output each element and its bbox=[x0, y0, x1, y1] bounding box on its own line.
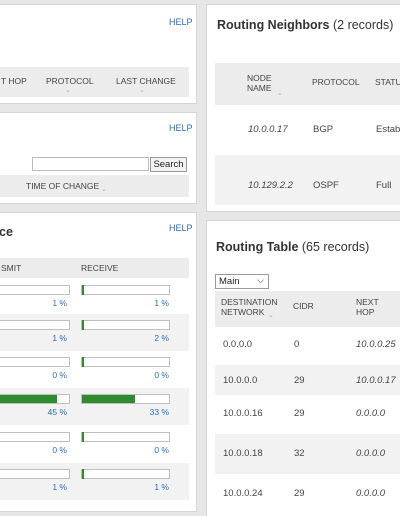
table-header: TIME OF CHANGE ⌄ bbox=[0, 175, 189, 197]
receive-bar-fill bbox=[82, 320, 84, 330]
routes-panel: HELP T HOP PROTOCOL ⌄ LAST CHANGE ⌄ bbox=[0, 4, 197, 104]
table-row-alt bbox=[215, 155, 400, 205]
changes-panel: HELP Search TIME OF CHANGE ⌄ bbox=[0, 112, 197, 204]
transmit-bar bbox=[0, 432, 70, 442]
transmit-percent: 45 % bbox=[47, 407, 67, 417]
chevron-down-icon: ⌵ bbox=[257, 275, 264, 285]
transmit-percent: 1 % bbox=[52, 298, 67, 308]
route-next-hop: 0.0.0.0 bbox=[356, 488, 386, 499]
table-select[interactable]: Main ⌵ bbox=[215, 274, 269, 289]
neighbor-status: Estab bbox=[376, 124, 400, 135]
utilization-panel: ce HELP SMIT RECEIVE 1 % 1 % 1 % 2 % 0 % 0 % 4… bbox=[0, 212, 197, 512]
panel-title: Routing Table (65 records) bbox=[216, 240, 370, 254]
receive-bar-fill bbox=[82, 469, 84, 479]
column-header-cidr[interactable]: CIDR bbox=[293, 301, 314, 311]
route-cidr: 32 bbox=[294, 448, 305, 459]
table-header: T HOP PROTOCOL ⌄ LAST CHANGE ⌄ bbox=[0, 67, 189, 97]
column-header-receive[interactable]: RECEIVE bbox=[81, 263, 119, 273]
receive-percent: 0 % bbox=[154, 370, 169, 380]
receive-percent: 2 % bbox=[154, 333, 169, 343]
search-button[interactable]: Search bbox=[150, 157, 187, 172]
receive-percent: 1 % bbox=[154, 482, 169, 492]
table-header: NODE NAME ⌄ PROTOCOL STATU bbox=[215, 63, 400, 105]
panel-title: Routing Neighbors (2 records) bbox=[217, 18, 394, 32]
help-link[interactable]: HELP bbox=[169, 123, 193, 133]
table-row-alt bbox=[215, 365, 400, 395]
routing-table-panel: Routing Table (65 records) Main ⌵ DESTIN… bbox=[206, 220, 400, 516]
route-destination: 10.0.0.24 bbox=[223, 488, 263, 499]
receive-percent: 0 % bbox=[154, 445, 169, 455]
column-header-next-hop[interactable]: NEXT HOP bbox=[356, 297, 379, 317]
column-header-next-hop[interactable]: T HOP bbox=[1, 76, 27, 86]
table-row-alt bbox=[215, 434, 400, 474]
column-header-protocol[interactable]: PROTOCOL bbox=[312, 77, 360, 87]
sort-icon: ⌄ bbox=[277, 90, 283, 97]
receive-bar bbox=[81, 432, 170, 442]
table-header: DESTINATION NETWORK ⌄ CIDR NEXT HOP bbox=[215, 291, 400, 327]
column-header-status[interactable]: STATU bbox=[375, 77, 400, 87]
route-destination: 10.0.0.16 bbox=[223, 408, 263, 419]
route-destination: 0.0.0.0 bbox=[223, 339, 253, 350]
sort-icon: ⌄ bbox=[65, 87, 71, 94]
search-input[interactable] bbox=[32, 157, 149, 171]
transmit-bar bbox=[0, 469, 70, 479]
receive-percent: 1 % bbox=[154, 298, 169, 308]
transmit-percent: 1 % bbox=[52, 333, 67, 343]
receive-bar-fill bbox=[82, 395, 135, 403]
transmit-percent: 0 % bbox=[52, 370, 67, 380]
transmit-bar bbox=[0, 320, 70, 330]
column-header-destination-network[interactable]: DESTINATION NETWORK bbox=[221, 297, 278, 317]
route-next-hop: 0.0.0.0 bbox=[356, 448, 386, 459]
route-destination: 10.0.0.0 bbox=[223, 375, 258, 386]
column-header-last-change[interactable]: LAST CHANGE bbox=[116, 76, 176, 86]
receive-bar-fill bbox=[82, 285, 84, 295]
receive-bar bbox=[81, 469, 170, 479]
sort-icon: ⌄ bbox=[101, 186, 107, 193]
neighbor-node: 10.129.2.2 bbox=[248, 180, 293, 191]
transmit-bar bbox=[0, 357, 70, 367]
transmit-percent: 1 % bbox=[52, 482, 67, 492]
receive-bar bbox=[81, 320, 170, 330]
column-header-transmit[interactable]: SMIT bbox=[1, 263, 22, 273]
receive-bar-fill bbox=[82, 357, 84, 367]
transmit-bar bbox=[0, 394, 70, 404]
neighbor-protocol: BGP bbox=[313, 124, 334, 135]
column-header-protocol[interactable]: PROTOCOL bbox=[46, 76, 94, 86]
panel-title: ce bbox=[0, 225, 13, 239]
column-header-node-name[interactable]: NODE NAME bbox=[247, 73, 272, 93]
route-cidr: 29 bbox=[294, 488, 305, 499]
route-next-hop: 10.0.0.17 bbox=[356, 375, 396, 386]
receive-bar-fill bbox=[82, 432, 84, 442]
record-count: (2 records) bbox=[332, 18, 394, 32]
routing-neighbors-panel: Routing Neighbors (2 records) NODE NAME … bbox=[206, 4, 400, 212]
table-select-value: Main bbox=[219, 276, 240, 287]
receive-bar bbox=[81, 357, 170, 367]
sort-icon: ⌄ bbox=[268, 312, 274, 319]
table-header: SMIT RECEIVE bbox=[0, 258, 189, 278]
record-count: (65 records) bbox=[301, 240, 370, 254]
help-link[interactable]: HELP bbox=[169, 223, 193, 233]
help-link[interactable]: HELP bbox=[169, 17, 193, 27]
transmit-percent: 0 % bbox=[52, 445, 67, 455]
neighbor-protocol: OSPF bbox=[313, 180, 339, 191]
transmit-bar bbox=[0, 285, 70, 295]
receive-bar bbox=[81, 394, 170, 404]
receive-percent: 33 % bbox=[149, 407, 169, 417]
sort-icon: ⌄ bbox=[139, 87, 145, 94]
route-next-hop: 10.0.0.25 bbox=[356, 339, 396, 350]
neighbor-status: Full bbox=[376, 180, 392, 191]
route-destination: 10.0.0.18 bbox=[223, 448, 263, 459]
neighbor-node: 10.0.0.17 bbox=[248, 124, 288, 135]
transmit-bar-fill bbox=[0, 395, 58, 403]
route-cidr: 0 bbox=[294, 339, 300, 350]
route-cidr: 29 bbox=[294, 375, 305, 386]
receive-bar bbox=[81, 285, 170, 295]
route-cidr: 29 bbox=[294, 408, 305, 419]
route-next-hop: 0.0.0.0 bbox=[356, 408, 386, 419]
column-header-time-of-change[interactable]: TIME OF CHANGE bbox=[26, 181, 100, 191]
